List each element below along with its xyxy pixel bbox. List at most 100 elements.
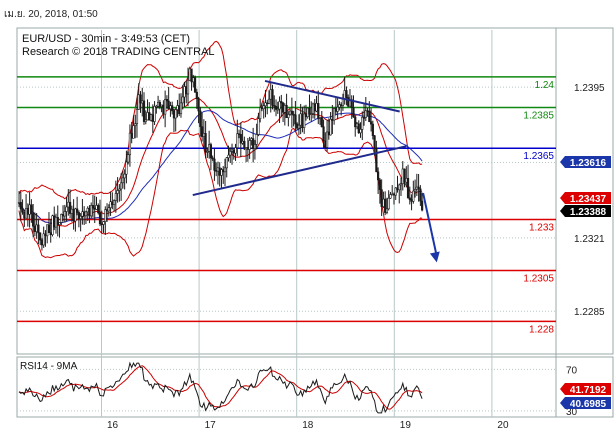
candle-body: [253, 144, 257, 149]
candle-body: [162, 104, 165, 115]
candle-body: [24, 207, 28, 219]
candle-body: [398, 184, 401, 191]
candle: [90, 202, 93, 219]
candle-body: [417, 186, 420, 190]
candle-body: [260, 107, 264, 110]
candle: [303, 105, 306, 134]
candle-body: [384, 198, 387, 213]
candle-body: [352, 107, 355, 118]
candle-body: [331, 118, 334, 121]
candle-body: [83, 211, 86, 217]
candle: [155, 104, 158, 114]
candle: [123, 169, 126, 190]
candle-body: [412, 190, 415, 202]
candle: [186, 67, 190, 107]
candle: [201, 112, 204, 142]
x-tick-label: 20: [497, 420, 509, 431]
candle-body: [19, 202, 22, 210]
candle: [135, 97, 139, 138]
candle-body: [84, 211, 88, 217]
candle-body: [164, 99, 167, 115]
candle-body: [280, 101, 283, 104]
y-tick-label: 1.2285: [574, 307, 605, 318]
candle-body: [410, 199, 413, 202]
candle-body: [160, 104, 163, 107]
candle-body: [338, 104, 341, 108]
candle-body: [237, 133, 241, 136]
candle-body: [93, 207, 96, 210]
y-tick-label: 1.2395: [574, 83, 605, 94]
candle-body: [387, 197, 390, 210]
candle-body: [303, 113, 306, 128]
candle-body: [146, 112, 149, 121]
candle: [320, 110, 323, 128]
candle: [310, 101, 313, 122]
candle: [234, 143, 237, 161]
candle-body: [107, 207, 110, 212]
candle: [252, 127, 255, 163]
candle-body: [74, 208, 77, 222]
candle: [229, 147, 232, 163]
candle: [91, 194, 95, 218]
candle-body: [23, 211, 26, 219]
candle-body: [278, 101, 281, 110]
candle-body: [413, 188, 417, 192]
candle-body: [378, 179, 381, 190]
candle: [139, 91, 142, 113]
candle: [63, 204, 66, 223]
candle: [116, 177, 119, 203]
candle-body: [151, 114, 154, 122]
candle: [206, 147, 209, 158]
candle-body: [86, 207, 89, 213]
candle-body: [128, 132, 132, 156]
price-badge-black: 1.23388: [570, 207, 607, 218]
candle: [190, 68, 193, 91]
candle: [419, 185, 422, 206]
candle-body: [148, 112, 151, 121]
candle: [37, 218, 40, 245]
candle: [290, 97, 293, 128]
candle-body: [357, 123, 360, 134]
candle-body: [304, 113, 308, 118]
candle-body: [366, 110, 369, 113]
candle-body: [102, 221, 105, 225]
candle-body: [368, 110, 371, 123]
candle: [287, 111, 290, 127]
candle: [74, 207, 77, 232]
candle-body: [380, 189, 383, 207]
candle: [220, 167, 223, 189]
candle-body: [324, 140, 327, 148]
candle: [104, 206, 107, 236]
candle-body: [144, 119, 147, 122]
candle-body: [61, 214, 65, 217]
candle: [195, 88, 198, 109]
candle-body: [255, 134, 258, 145]
candle: [51, 214, 54, 237]
candle-body: [220, 169, 223, 176]
candle-body: [21, 208, 24, 213]
candle-body: [369, 121, 373, 125]
candle-body: [318, 117, 322, 119]
rsi-tick-label: 70: [566, 365, 578, 376]
candle: [264, 89, 267, 118]
candle-body: [273, 105, 276, 107]
candle-body: [127, 154, 130, 163]
candle: [276, 101, 279, 114]
candle: [394, 187, 397, 200]
candle-body: [377, 171, 380, 181]
candle-body: [199, 110, 202, 128]
candle: [197, 96, 200, 124]
candle-body: [371, 123, 374, 137]
candle-body: [257, 118, 260, 135]
candle-body: [114, 193, 117, 201]
candle: [42, 226, 45, 248]
candle-body: [118, 188, 121, 191]
candle: [412, 180, 415, 204]
candle-body: [120, 182, 123, 190]
candle: [112, 199, 116, 212]
candle-body: [125, 161, 128, 175]
candle-body: [421, 200, 424, 211]
candle: [361, 111, 364, 141]
candle: [171, 101, 174, 115]
candle-body: [90, 205, 93, 217]
